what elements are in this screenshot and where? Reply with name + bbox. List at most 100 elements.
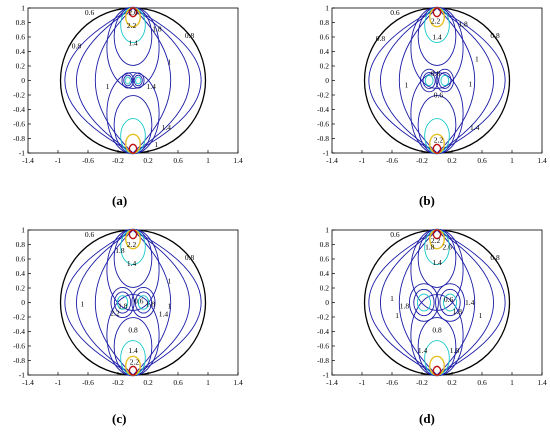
x-tick-label: -0.2: [112, 378, 124, 387]
y-tick-label: 0.6: [320, 33, 330, 42]
x-tick-label: -0.6: [82, 156, 94, 165]
center-left-contour: [422, 72, 436, 89]
contour-level-label: 1: [479, 311, 483, 320]
y-tick-label: 0.4: [16, 269, 26, 278]
caption-d: (d): [419, 411, 435, 426]
y-tick-label: -1: [19, 149, 25, 158]
contour-level-label: 1: [167, 57, 171, 66]
x-tick-label: 0.2: [143, 378, 153, 387]
contour-level-label: 1: [167, 302, 171, 311]
contour-level-label: 1.8: [458, 20, 468, 29]
contour-level-label: 1.4: [465, 298, 475, 307]
y-tick-label: -0.4: [13, 105, 25, 114]
top-lobe-contour: [128, 229, 138, 240]
center-left-contour: [413, 288, 435, 317]
x-tick-label: 1.4: [233, 156, 243, 165]
contour-level-label: 1: [405, 80, 409, 89]
contour-panel-c: -1.4 -1 -0.6 -0.2 0.2 0.6 1 1.410.80.60.40.20-0…: [13, 226, 243, 387]
x-tick-label: 1: [510, 378, 514, 387]
center-right-contour: [435, 283, 465, 322]
contour-level-label: 2.6: [128, 8, 138, 17]
y-tick-label: 0: [21, 76, 25, 85]
contour-level-label: 0.8: [72, 41, 82, 50]
center-left-contour: [110, 286, 135, 319]
contour-lens-1: [398, 229, 476, 376]
x-tick-label: -1: [55, 156, 61, 165]
y-tick-label: 0.8: [320, 240, 330, 249]
x-tick-label: -0.2: [416, 156, 428, 165]
caption-c: (c): [112, 411, 127, 426]
domain-boundary-circle: [363, 229, 511, 376]
x-tick-label: -1: [359, 156, 365, 165]
contour-level-label: 1: [80, 300, 84, 309]
y-tick-label: 1: [21, 226, 25, 235]
contour-level-label: 0.6: [390, 8, 400, 17]
contour-level-label: 0.6: [134, 297, 144, 306]
y-tick-label: -0.4: [13, 327, 25, 336]
contour-level-label: 1: [154, 140, 158, 149]
contour-level-label: 1: [475, 54, 479, 63]
contour-level-label: 1.8: [453, 307, 463, 316]
x-tick-label: 0.6: [477, 156, 487, 165]
y-tick-label: -0.8: [13, 356, 25, 365]
x-tick-label: -1: [55, 378, 61, 387]
contour-level-label: 2.2: [431, 17, 441, 26]
contour-level-label: 1.8: [146, 300, 156, 309]
y-tick-label: 0: [325, 298, 329, 307]
center-right-contour: [131, 286, 156, 319]
contour-level-label: 1: [106, 82, 110, 91]
center-right-contour: [134, 291, 153, 314]
contour-level-label: 0.8: [185, 253, 195, 262]
top-lobe-contour: [432, 229, 442, 240]
contour-level-label: 1.4: [470, 123, 480, 132]
contour-panel-a: -1.4 -1 -0.6 -0.2 0.2 0.6 1 1.410.80.60.40.20-0…: [13, 4, 243, 165]
contour-level-label: 0.6: [444, 295, 454, 304]
center-right-contour: [135, 76, 142, 85]
y-tick-label: 0: [325, 76, 329, 85]
contour-level-label: 1.4: [159, 310, 169, 319]
x-tick-label: 1: [206, 378, 210, 387]
y-tick-label: -0.2: [317, 91, 329, 100]
bottom-lobe-contour: [128, 143, 138, 154]
contour-panel-b: -1.4 -1 -0.6 -0.2 0.2 0.6 1 1.410.80.60.40.20-0…: [317, 4, 547, 165]
caption-a: (a): [112, 193, 128, 208]
center-left-contour: [409, 283, 439, 322]
x-tick-label: 0.6: [477, 378, 487, 387]
y-tick-label: -0.6: [13, 120, 25, 129]
contour-level-label: 1.8: [425, 242, 435, 251]
y-tick-label: 0.8: [320, 18, 330, 27]
y-tick-label: 0.6: [16, 33, 26, 42]
contour-level-label: 0.6: [431, 69, 441, 78]
center-left-contour: [416, 293, 431, 312]
contour-level-label: 2.2: [431, 236, 441, 245]
contour-level-label: 0.8: [376, 34, 386, 43]
contour-lens-3: [368, 7, 506, 154]
y-tick-label: 0.6: [320, 255, 330, 264]
center-right-contour: [137, 295, 150, 310]
center-left-contour: [113, 291, 132, 314]
y-tick-label: 0.2: [16, 284, 26, 293]
y-tick-label: -0.4: [317, 327, 329, 336]
contour-level-label: 1.4: [432, 258, 442, 267]
center-left-contour: [123, 74, 133, 87]
contour-level-label: 1.8: [450, 346, 460, 355]
y-tick-label: 1: [325, 226, 329, 235]
contour-level-label: 2.2: [127, 240, 137, 249]
contour-level-label: 1.8: [115, 246, 125, 255]
contour-level-label: 2.2: [434, 136, 444, 145]
x-tick-label: -0.6: [386, 156, 398, 165]
x-tick-label: 1.4: [537, 156, 547, 165]
y-tick-label: -0.2: [13, 91, 25, 100]
bottom-lobe-contour: [120, 118, 146, 154]
x-tick-label: 0.2: [447, 156, 457, 165]
contour-level-label: 1.4: [128, 346, 138, 355]
y-tick-label: 1: [21, 4, 25, 13]
y-tick-label: -1: [19, 371, 25, 380]
contour-level-label: 2.2: [130, 358, 140, 367]
caption-b: (b): [419, 193, 435, 208]
y-tick-label: -0.8: [317, 134, 329, 143]
y-tick-label: 0: [21, 298, 25, 307]
domain-boundary-circle: [363, 7, 511, 154]
center-left-contour: [121, 72, 135, 89]
